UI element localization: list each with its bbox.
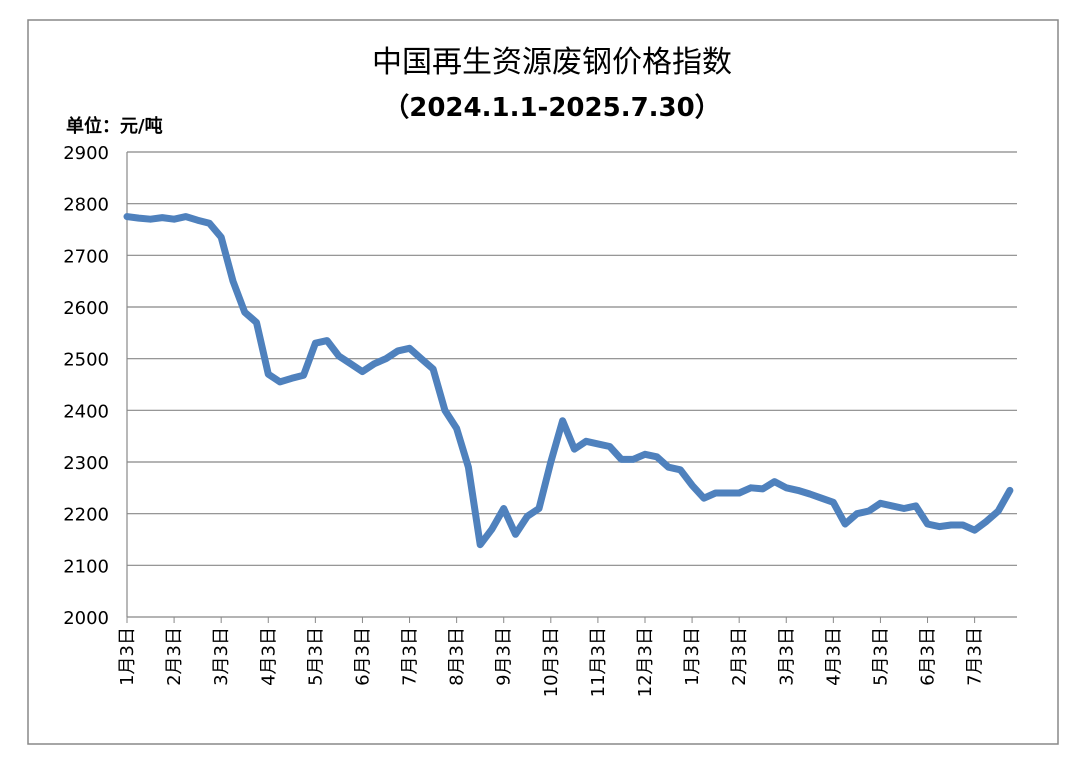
- data-line: [123, 213, 1014, 549]
- chart-title: 中国再生资源废钢价格指数: [372, 45, 732, 80]
- chart-subtitle: （2024.1.1-2025.7.30）: [383, 93, 720, 123]
- x-tick-label: 6月3日: [918, 627, 939, 686]
- x-tick-label: 4月3日: [258, 627, 279, 686]
- x-tick-label: 9月3日: [494, 627, 515, 686]
- y-tick-label: 2300: [63, 453, 109, 474]
- x-tick-label: 7月3日: [400, 627, 421, 686]
- x-tick-label: 7月3日: [965, 627, 986, 686]
- x-tick-label: 8月3日: [447, 627, 468, 686]
- x-tick-label: 3月3日: [211, 627, 232, 686]
- y-tick-label: 2700: [63, 246, 109, 267]
- x-tick-label: 4月3日: [823, 627, 844, 686]
- x-tick-label: 12月3日: [635, 627, 656, 697]
- x-tick-label: 1月3日: [682, 627, 703, 686]
- y-tick-label: 2200: [63, 505, 109, 526]
- x-tick-label: 2月3日: [729, 627, 750, 686]
- y-tick-label: 2900: [63, 143, 109, 164]
- y-tick-label: 2000: [63, 608, 109, 629]
- y-tick-label: 2100: [63, 556, 109, 577]
- x-tick-label: 2月3日: [164, 627, 185, 686]
- x-tick-label: 5月3日: [305, 627, 326, 686]
- chart-border: [27, 19, 1059, 745]
- x-tick-label: 3月3日: [776, 627, 797, 686]
- y-tick-label: 2800: [63, 195, 109, 216]
- y-tick-label: 2600: [63, 298, 109, 319]
- x-tick-label: 1月3日: [117, 627, 138, 686]
- x-tick-label: 10月3日: [541, 627, 562, 697]
- y-axis-label: 单位：元/吨: [66, 115, 163, 137]
- y-tick-label: 2400: [63, 401, 109, 422]
- x-tick-label: 5月3日: [870, 627, 891, 686]
- x-tick-label: 11月3日: [588, 627, 609, 697]
- x-tick-label: 6月3日: [352, 627, 373, 686]
- y-tick-label: 2500: [63, 350, 109, 371]
